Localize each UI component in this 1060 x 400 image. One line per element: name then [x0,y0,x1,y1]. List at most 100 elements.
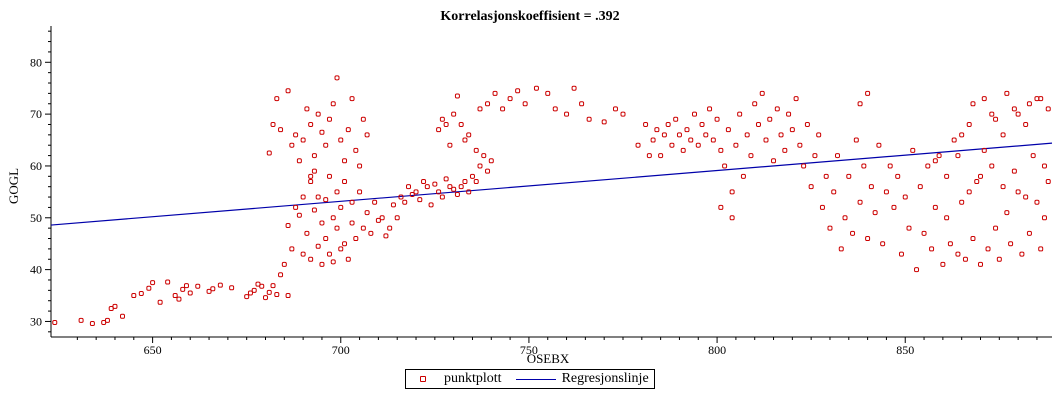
scatter-point [466,189,472,195]
scatter-point [319,220,325,226]
scatter-point [654,127,660,133]
scatter-point [326,251,332,257]
scatter-point [797,142,803,148]
y-tick-label: 30 [30,314,42,328]
scatter-point [951,137,957,143]
scatter-point [906,225,912,231]
x-tick-label: 850 [896,343,914,357]
scatter-point [308,256,314,262]
scatter-point [300,137,306,143]
scatter-point [970,101,976,107]
regression-line [50,142,1053,226]
scatter-point [394,215,400,221]
scatter-point [1045,179,1051,184]
scatter-point [469,173,475,179]
scatter-point [1015,111,1021,117]
scatter-point [1041,215,1047,221]
scatter-point [861,163,867,169]
scatter-point [247,290,253,296]
scatter-point [857,199,863,205]
scatter-point [500,106,506,112]
y-tick-label: 80 [30,55,42,69]
scatter-point [210,286,216,292]
scatter-point [533,85,539,91]
scatter-point [406,184,411,190]
scatter-point [349,199,355,205]
scatter-point [477,106,483,112]
scatter-point [375,217,381,223]
scatter-point [217,282,223,288]
scatter-point [360,116,366,122]
scatter-point [695,142,701,148]
scatter-point [680,147,686,153]
scatter-point [488,158,494,164]
x-tick-label: 700 [332,343,350,357]
legend-label-regression: Regresjonslinje [561,371,649,386]
scatter-point [767,116,773,122]
scatter-point [586,116,592,122]
scatter-point [793,96,799,102]
scatter-point [929,246,935,252]
scatter-point [782,147,788,153]
scatter-point [898,251,904,257]
scatter-point [353,236,359,242]
scatter-point [1004,90,1010,96]
scatter-point [699,121,705,127]
scatter-point [959,199,965,205]
scatter-point [447,184,453,190]
scatter-point [443,176,449,182]
scatter-point [650,137,656,143]
scatter-point [183,283,189,289]
scatter-point [274,291,280,297]
scatter-point [281,261,287,267]
scatter-point [229,285,235,291]
scatter-point [180,286,186,292]
scatter-point [402,199,408,205]
scatter-point [902,194,908,200]
scatter-point [932,204,938,210]
scatter-point [1026,230,1032,236]
scatter-point [620,111,626,117]
scatter-point [993,116,999,122]
scatter-point [157,299,163,305]
scatter-point [974,179,980,184]
scatter-point [571,85,577,91]
scatter-point [266,289,272,295]
scatter-point [880,241,886,247]
scatter-point [876,142,882,148]
scatter-point [1000,132,1006,138]
scatter-point [752,101,758,107]
scatter-point [759,90,765,96]
scatter-point [914,267,920,273]
scatter-point [658,153,664,159]
scatter-point [665,121,671,127]
scatter-point [823,173,829,179]
scatter-point [353,147,359,153]
scatter-point [330,259,336,265]
scatter-point [740,173,746,179]
scatter-point [669,142,675,148]
scatter-point [390,202,396,208]
scatter-point [710,137,716,143]
scatter-point [737,111,743,117]
scatter-point [989,163,995,169]
legend-marker-icon [420,376,426,382]
scatter-point [387,225,393,231]
legend-item-regression: Regresjonslinje [515,371,649,387]
scatter-point [424,184,430,190]
scatter-point [334,225,340,231]
scatter-point [165,279,171,285]
scatter-point [1000,184,1006,190]
scatter-point [932,158,938,164]
scatter-point [345,127,351,133]
scatter-point [684,127,690,133]
scatter-point [703,132,709,138]
scatter-point [131,293,137,299]
scatter-point [865,236,871,242]
scatter-point [330,215,336,221]
scatter-point [357,163,363,169]
scatter-point [545,90,551,96]
scatter-point [421,179,427,184]
scatter-point [477,163,483,169]
scatter-point [251,287,257,293]
